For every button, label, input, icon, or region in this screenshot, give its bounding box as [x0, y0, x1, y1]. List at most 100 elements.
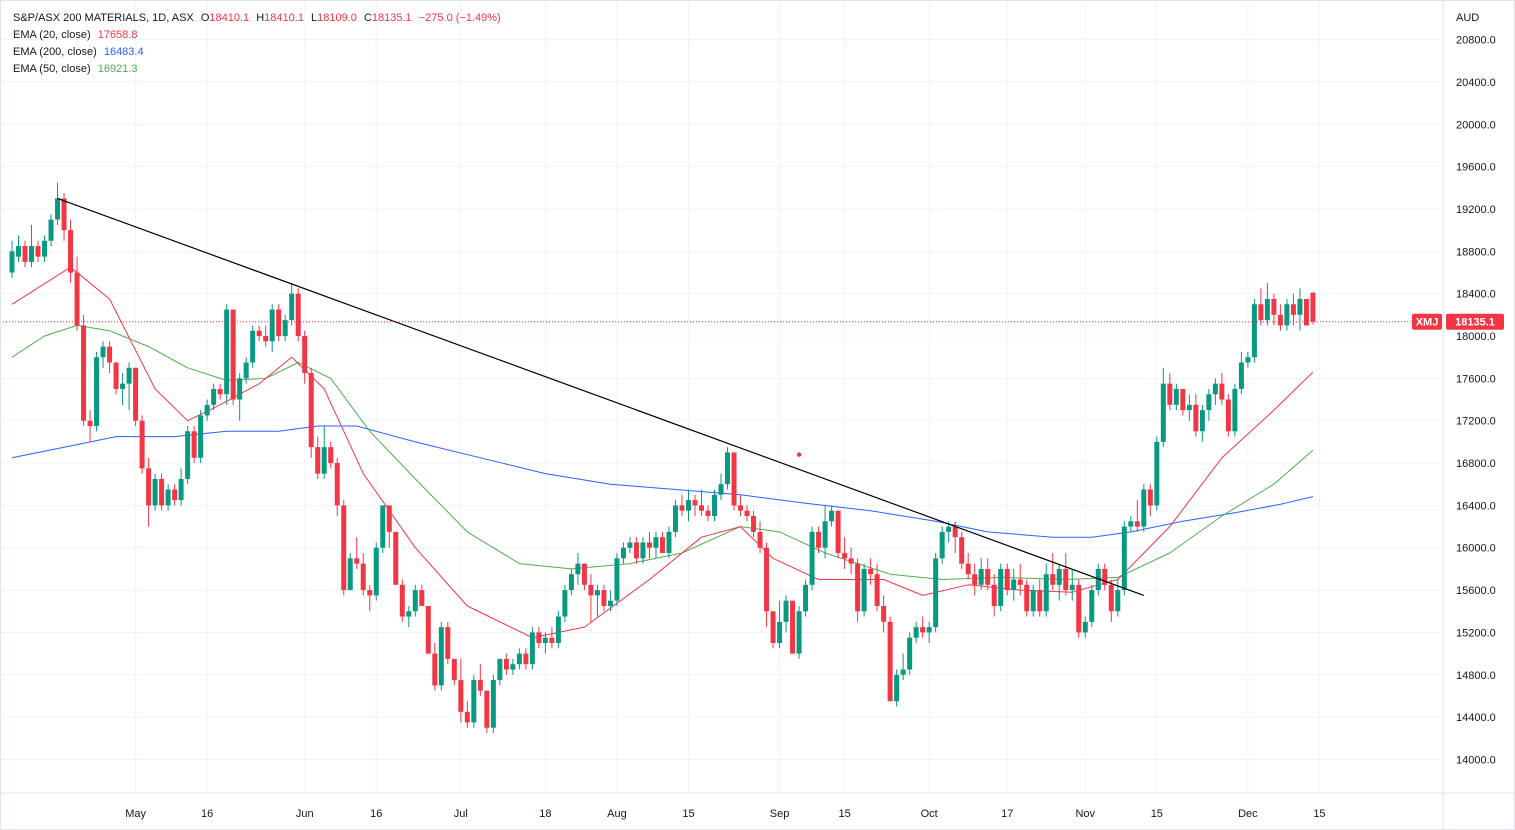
candle — [87, 410, 93, 442]
time-tick-label: Sep — [770, 808, 790, 820]
close-value: 18135.1 — [371, 12, 412, 24]
candle-body — [1284, 304, 1290, 326]
candle-body — [607, 600, 613, 606]
price-tick-label: 19600.0 — [1456, 162, 1496, 174]
candle — [705, 505, 711, 522]
candle-body — [1147, 489, 1153, 506]
candle — [991, 574, 997, 617]
candle-body — [829, 510, 835, 522]
candle-body — [133, 367, 139, 421]
time-tick-label: 15 — [1313, 808, 1325, 820]
price-tick-label: 17600.0 — [1456, 373, 1496, 385]
candle — [120, 373, 126, 405]
candle-body — [419, 590, 425, 606]
candle — [308, 367, 314, 458]
candle-body — [126, 367, 132, 384]
candle-body — [1004, 568, 1010, 591]
candle — [412, 584, 418, 617]
candle-body — [731, 452, 737, 506]
candle-body — [87, 420, 93, 426]
candle — [926, 621, 932, 644]
time-tick-label: Nov — [1075, 808, 1095, 820]
candle — [1102, 563, 1108, 591]
candle-body — [881, 605, 887, 622]
candle-body — [698, 505, 704, 511]
candle — [900, 653, 906, 681]
candle-body — [334, 463, 340, 506]
candle — [568, 568, 574, 596]
candle-body — [640, 542, 646, 559]
indicator-label: EMA (50, close) — [13, 63, 91, 75]
candle-body — [1238, 362, 1244, 389]
indicator-value: 16483.4 — [103, 46, 144, 58]
candle — [484, 690, 490, 734]
indicator-ema50[interactable]: EMA (50, close) 16921.3 — [13, 61, 505, 78]
candle-body — [523, 653, 529, 665]
candle-body — [946, 526, 952, 532]
candle-body — [74, 272, 80, 326]
candle-body — [250, 330, 256, 363]
candle — [81, 314, 87, 426]
candle — [861, 563, 867, 617]
candle — [549, 627, 555, 649]
open-label: O — [200, 12, 210, 24]
candle — [1160, 367, 1166, 448]
candle — [1154, 436, 1160, 511]
candle-body — [1193, 404, 1199, 432]
candle-body — [1134, 521, 1140, 527]
candle-body — [1063, 568, 1069, 591]
open-value: 18410.1 — [209, 12, 250, 24]
last-price-symbol: XMJ — [1416, 317, 1439, 329]
candle-body — [484, 690, 490, 728]
candle-body — [61, 198, 67, 231]
candle-body — [894, 674, 900, 702]
candle-body — [81, 325, 87, 421]
candle — [165, 484, 171, 511]
candle — [354, 537, 360, 569]
candle-body — [328, 447, 334, 464]
candle — [464, 701, 470, 728]
candle — [1134, 500, 1140, 532]
candle — [1167, 373, 1173, 411]
indicator-ema200[interactable]: EMA (200, close) 16483.4 — [13, 44, 505, 61]
candle — [594, 584, 600, 617]
candle-body — [1011, 579, 1017, 591]
candle-body — [1128, 521, 1134, 527]
candle-body — [217, 388, 223, 395]
price-axis-currency: AUD — [1456, 12, 1479, 24]
candle — [204, 399, 210, 421]
price-tick-label: 20000.0 — [1456, 119, 1496, 131]
candle-body — [744, 510, 750, 516]
time-tick-label: 18 — [539, 808, 551, 820]
candle-body — [1206, 394, 1212, 411]
candle — [516, 648, 522, 670]
candle — [1303, 298, 1309, 326]
candle — [230, 309, 236, 405]
candle-body — [16, 246, 22, 257]
price-tick-label: 15200.0 — [1456, 627, 1496, 639]
candle-body — [165, 489, 171, 506]
candle-body — [887, 621, 893, 702]
ema-50-line — [11, 324, 1314, 580]
candle-body — [347, 558, 353, 591]
indicator-ema20[interactable]: EMA (20, close) 17658.8 — [13, 27, 505, 44]
candle — [16, 235, 22, 262]
candle-body — [1303, 298, 1309, 326]
candle-body — [308, 373, 314, 448]
indicator-value: 16921.3 — [97, 63, 138, 75]
candle-body — [107, 346, 113, 363]
candle — [946, 521, 952, 543]
ema-200-path — [11, 425, 1314, 538]
candle-body — [1180, 388, 1186, 411]
candle — [510, 658, 516, 675]
candle-body — [185, 431, 191, 479]
price-tick-label: 16800.0 — [1456, 458, 1496, 470]
candle-body — [816, 531, 822, 548]
candle-body — [191, 431, 197, 458]
candle — [503, 653, 509, 675]
candle-body — [516, 653, 522, 665]
last-price-symbol-badge — [1412, 313, 1442, 330]
candle — [113, 362, 119, 395]
candle — [458, 658, 464, 723]
